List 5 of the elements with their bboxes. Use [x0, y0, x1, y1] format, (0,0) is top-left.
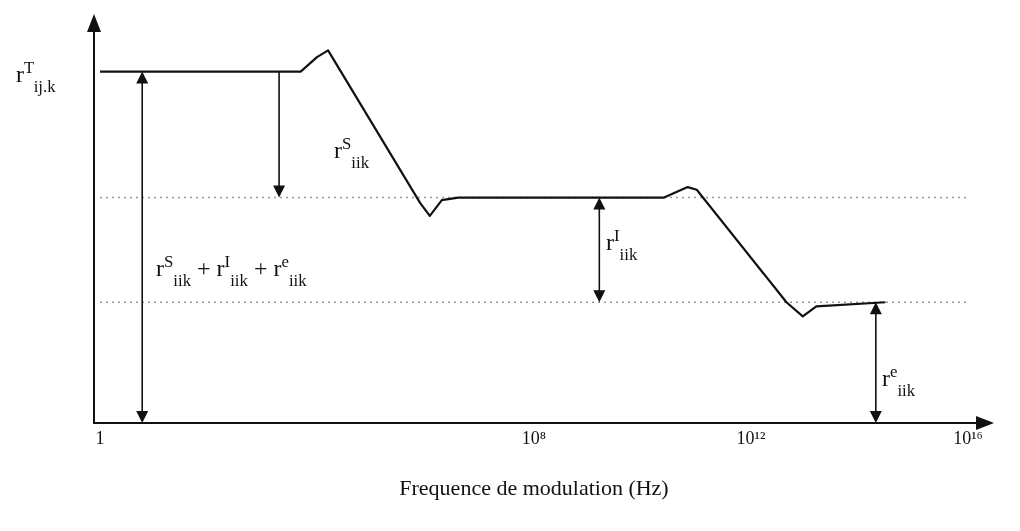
x-axis-title: Frequence de modulation (Hz) [399, 475, 669, 500]
x-tick-label: 10⁸ [521, 427, 547, 448]
x-tick-label: 10¹² [736, 427, 766, 448]
x-tick-label: 1 [95, 427, 105, 448]
x-tick-label: 10¹⁶ [953, 427, 983, 448]
